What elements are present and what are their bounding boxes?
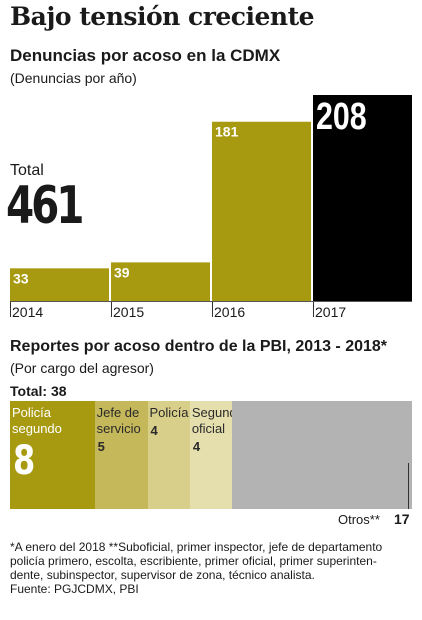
segment-3 [189,401,233,509]
chart1-svg: 33 2014 39 2015 181 2016 208 2017 [10,95,412,320]
bar-2015 [111,262,210,301]
footnote-line: *A enero del 2018 **Suboficial, primer i… [10,540,383,554]
segment-label-1: Jefe de servicio [96,405,141,436]
segment-1 [94,401,148,509]
otros-value: 17 [394,511,410,527]
bar-label-2017: 208 [316,96,367,138]
bar-2016 [212,121,311,301]
segment-value-3: 4 [192,439,201,454]
bar-label-2014: 33 [13,270,29,286]
bar-label-2015: 39 [114,264,130,280]
chart2-subtitle: (Por cargo del agresor) [10,360,154,376]
segment-label-2: Policía [149,405,189,420]
segment-label-3: Segundo oficial [191,405,244,436]
chart2-total: Total: 38 [10,383,67,399]
footnotes: *A enero del 2018 **Suboficial, primer i… [10,540,414,596]
bar-label-2016: 181 [215,124,239,140]
segment-value-1: 5 [97,439,105,454]
total-value: 461 [6,176,84,236]
segment-value-2: 4 [150,423,158,438]
page-title: Bajo tensión creciente [10,2,315,31]
segment-label-0: Policía segundo [12,405,62,436]
tick-label-2015: 2015 [113,304,144,320]
footnote-line: dente, subinspector, supervisor de zona,… [10,568,315,582]
otros-leader-line [408,463,409,509]
tick-label-2014: 2014 [12,304,43,320]
total-label: Total [10,162,44,179]
tick-label-2017: 2017 [315,304,346,320]
segment-4 [232,401,412,509]
segment-value-0: 8 [13,438,35,484]
tick-label-2016: 2016 [214,304,245,320]
bar-2014 [10,268,109,301]
chart2-stacked-bar: Policía segundo 8 Jefe de servicio 5 Policía 4 S… [10,401,412,509]
footnote-line: policía primero, escolta, escribiente, p… [10,554,377,568]
bar-2017 [313,95,412,301]
segment-2 [147,401,190,509]
chart2-title: Reportes por acoso dentro de la PBI, 201… [10,338,388,355]
otros-label: Otros** [338,512,380,527]
chart1-title: Denuncias por acoso en la CDMX [10,46,281,65]
footnote-source: Fuente: PGJCDMX, PBI [10,582,139,596]
chart1-subtitle: (Denuncias por año) [10,70,137,86]
segment-0 [10,401,95,509]
